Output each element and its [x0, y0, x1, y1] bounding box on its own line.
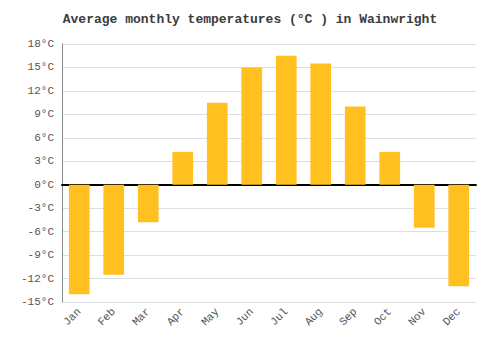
svg-text:Oct: Oct [372, 306, 394, 328]
svg-text:Mar: Mar [130, 306, 152, 328]
svg-text:-6°C: -6°C [28, 226, 55, 238]
svg-text:Feb: Feb [96, 306, 118, 328]
svg-text:Jun: Jun [234, 306, 256, 328]
svg-text:6°C: 6°C [34, 132, 54, 144]
svg-text:Aug: Aug [303, 306, 325, 328]
svg-text:18°C: 18°C [28, 38, 55, 50]
svg-text:-12°C: -12°C [21, 273, 54, 285]
svg-text:Nov: Nov [406, 305, 429, 328]
svg-text:May: May [199, 305, 222, 328]
svg-text:Apr: Apr [165, 306, 187, 328]
svg-text:-3°C: -3°C [28, 202, 55, 214]
svg-text:9°C: 9°C [34, 108, 54, 120]
svg-text:Jan: Jan [61, 306, 83, 328]
svg-text:12°C: 12°C [28, 85, 55, 97]
svg-text:0°C: 0°C [34, 179, 54, 191]
svg-text:-9°C: -9°C [28, 249, 55, 261]
svg-text:3°C: 3°C [34, 155, 54, 167]
svg-text:-15°C: -15°C [21, 296, 54, 308]
svg-text:Sep: Sep [337, 306, 359, 328]
svg-text:Dec: Dec [441, 306, 463, 328]
svg-text:Jul: Jul [268, 306, 290, 328]
svg-text:Average monthly temperatures (: Average monthly temperatures (°C ) in Wa… [63, 12, 437, 27]
svg-text:15°C: 15°C [28, 61, 55, 73]
